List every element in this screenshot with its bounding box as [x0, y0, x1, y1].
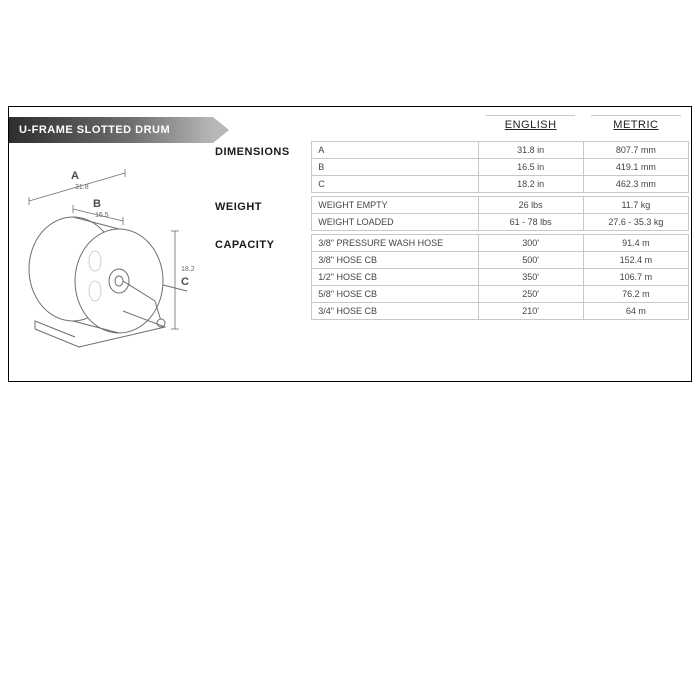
- spec-label: WEIGHT LOADED: [312, 214, 478, 231]
- dim-label-a: A: [71, 170, 79, 182]
- table-row: CAPACITY3/8" PRESSURE WASH HOSE300'91.4 …: [215, 235, 689, 252]
- dim-label-c: C: [181, 276, 189, 288]
- spec-value-english: 350': [478, 269, 583, 286]
- spec-value-metric: 91.4 m: [583, 235, 688, 252]
- category-header: CAPACITY: [215, 235, 312, 320]
- spec-value-english: 210': [478, 303, 583, 320]
- spec-label: C: [312, 176, 478, 193]
- spec-value-metric: 11.7 kg: [583, 197, 688, 214]
- header-ribbon: U-FRAME SLOTTED DRUM: [9, 117, 229, 143]
- category-header: WEIGHT: [215, 197, 312, 231]
- spec-value-english: 250': [478, 286, 583, 303]
- column-header-metric: METRIC: [583, 113, 688, 142]
- column-header-english: ENGLISH: [478, 113, 583, 142]
- spec-value-metric: 419.1 mm: [583, 159, 688, 176]
- dim-value-c: 18.2: [181, 266, 195, 273]
- spec-value-english: 16.5 in: [478, 159, 583, 176]
- spec-label: A: [312, 142, 478, 159]
- spec-table: ENGLISH METRIC DIMENSIONSA31.8 in807.7 m…: [215, 113, 689, 324]
- spec-table-body: DIMENSIONSA31.8 in807.7 mmB16.5 in419.1 …: [215, 142, 689, 324]
- spec-label: 3/8" PRESSURE WASH HOSE: [312, 235, 478, 252]
- spec-table-area: ENGLISH METRIC DIMENSIONSA31.8 in807.7 m…: [215, 113, 689, 324]
- spec-value-metric: 807.7 mm: [583, 142, 688, 159]
- spec-label: B: [312, 159, 478, 176]
- header-title: U-FRAME SLOTTED DRUM: [9, 117, 213, 143]
- spec-value-english: 26 lbs: [478, 197, 583, 214]
- spec-label: 3/4" HOSE CB: [312, 303, 478, 320]
- spec-value-english: 61 - 78 lbs: [478, 214, 583, 231]
- table-row: DIMENSIONSA31.8 in807.7 mm: [215, 142, 689, 159]
- spec-value-metric: 106.7 m: [583, 269, 688, 286]
- category-header: DIMENSIONS: [215, 142, 312, 193]
- dim-label-b: B: [93, 198, 101, 210]
- spec-value-metric: 76.2 m: [583, 286, 688, 303]
- dim-value-a: 31.8: [75, 184, 89, 191]
- spec-value-metric: 64 m: [583, 303, 688, 320]
- spec-value-english: 31.8 in: [478, 142, 583, 159]
- spec-value-metric: 462.3 mm: [583, 176, 688, 193]
- table-row: WEIGHTWEIGHT EMPTY26 lbs11.7 kg: [215, 197, 689, 214]
- spec-card: U-FRAME SLOTTED DRUM: [8, 106, 692, 382]
- spec-value-english: 18.2 in: [478, 176, 583, 193]
- spec-label: 3/8" HOSE CB: [312, 252, 478, 269]
- spec-value-metric: 152.4 m: [583, 252, 688, 269]
- spec-label: WEIGHT EMPTY: [312, 197, 478, 214]
- dim-value-b: 16.5: [95, 212, 109, 219]
- spec-label: 5/8" HOSE CB: [312, 286, 478, 303]
- spec-value-english: 500': [478, 252, 583, 269]
- spec-value-metric: 27.6 - 35.3 kg: [583, 214, 688, 231]
- spec-label: 1/2" HOSE CB: [312, 269, 478, 286]
- product-diagram: A 31.8 B 16.5 18.2 C: [15, 151, 207, 351]
- spec-value-english: 300': [478, 235, 583, 252]
